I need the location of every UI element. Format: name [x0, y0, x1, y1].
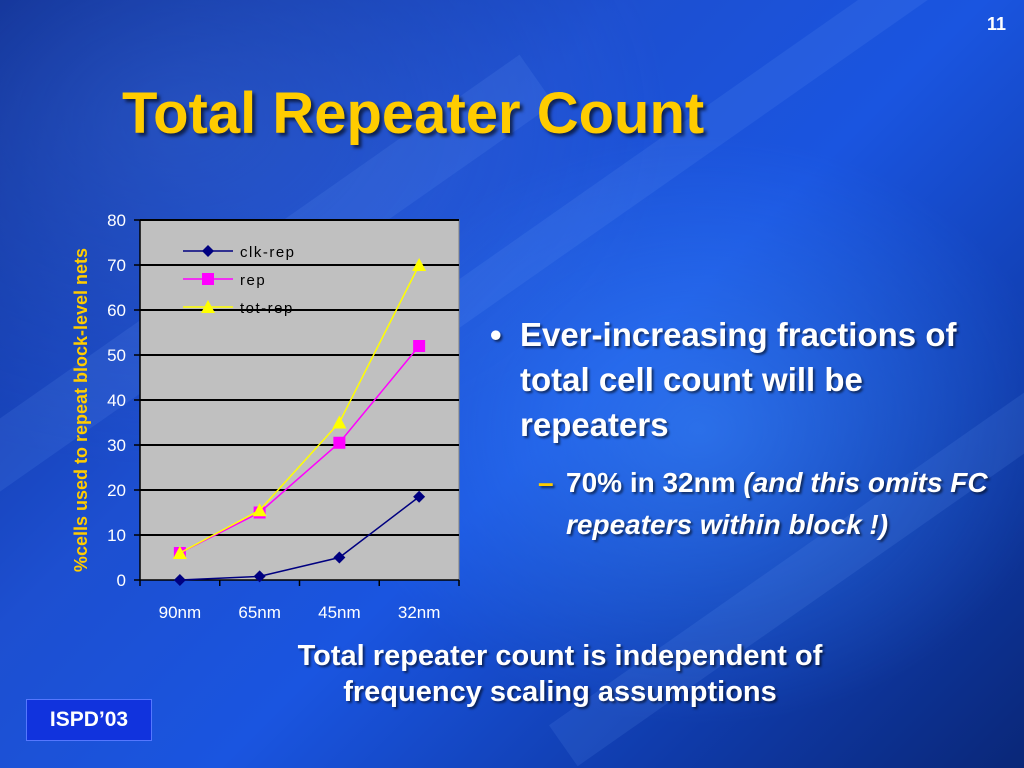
data-point-clk-rep [333, 551, 346, 564]
series-line-rep [179, 345, 420, 554]
caption-line-1: Total repeater count is independent of [297, 640, 823, 672]
y-tick-label: 30 [107, 436, 126, 455]
sub-bullet-text: 70% in 32nm [566, 467, 744, 498]
sub-bullet-italic-text: (and this omits FC repeaters within bloc… [566, 467, 988, 540]
legend-label-rep: rep [240, 272, 266, 289]
series-line-tot-rep [179, 264, 420, 554]
caption-line-2: frequency scaling assumptions [343, 676, 777, 708]
main-bullet-text: Ever-increasing fractions of total cell … [520, 316, 957, 443]
data-point-tot-rep [412, 258, 427, 271]
legend-label-tot-rep: tot-rep [240, 300, 294, 317]
y-tick-label: 40 [107, 391, 126, 410]
x-tick-label: 90nm [159, 603, 202, 622]
slide-title: Total Repeater Count [122, 81, 705, 146]
sub-bullet: – 70% in 32nm (and this omits FC repeate… [538, 462, 998, 546]
data-point-clk-rep [413, 490, 426, 503]
data-point-tot-rep [172, 546, 187, 559]
y-tick-label: 20 [107, 481, 126, 500]
x-tick-label: 65nm [238, 603, 281, 622]
legend-marker-tot-rep [201, 300, 215, 313]
slide-caption: Total repeater count is independent of f… [230, 638, 890, 710]
sub-bullet-dash: – [538, 467, 554, 498]
y-axis-label: %cells used to repeat block-level nets [71, 248, 91, 572]
legend-label-clk-rep: clk-rep [240, 244, 296, 261]
y-tick-label: 0 [117, 571, 126, 590]
data-point-tot-rep [252, 503, 267, 517]
legend-marker-rep [202, 273, 214, 285]
data-point-rep [413, 340, 426, 352]
x-tick-label: 32nm [398, 603, 441, 622]
bullet-dot: • [490, 316, 502, 353]
data-point-clk-rep [173, 574, 186, 586]
y-tick-label: 70 [107, 256, 126, 275]
y-tick-label: 10 [107, 526, 126, 545]
conference-badge: ISPD’03 [26, 699, 152, 741]
data-point-tot-rep [332, 415, 347, 429]
main-bullet: • Ever-increasing fractions of total cel… [490, 312, 990, 447]
x-tick-label: 45nm [318, 603, 361, 622]
y-tick-label: 50 [107, 346, 126, 365]
series-line-clk-rep [179, 496, 420, 581]
data-point-rep [333, 436, 346, 449]
data-point-clk-rep [253, 570, 266, 583]
slide-number: 11 [986, 14, 1006, 34]
y-tick-label: 80 [107, 211, 126, 230]
y-tick-label: 60 [107, 301, 126, 320]
legend-marker-clk-rep [202, 245, 214, 257]
